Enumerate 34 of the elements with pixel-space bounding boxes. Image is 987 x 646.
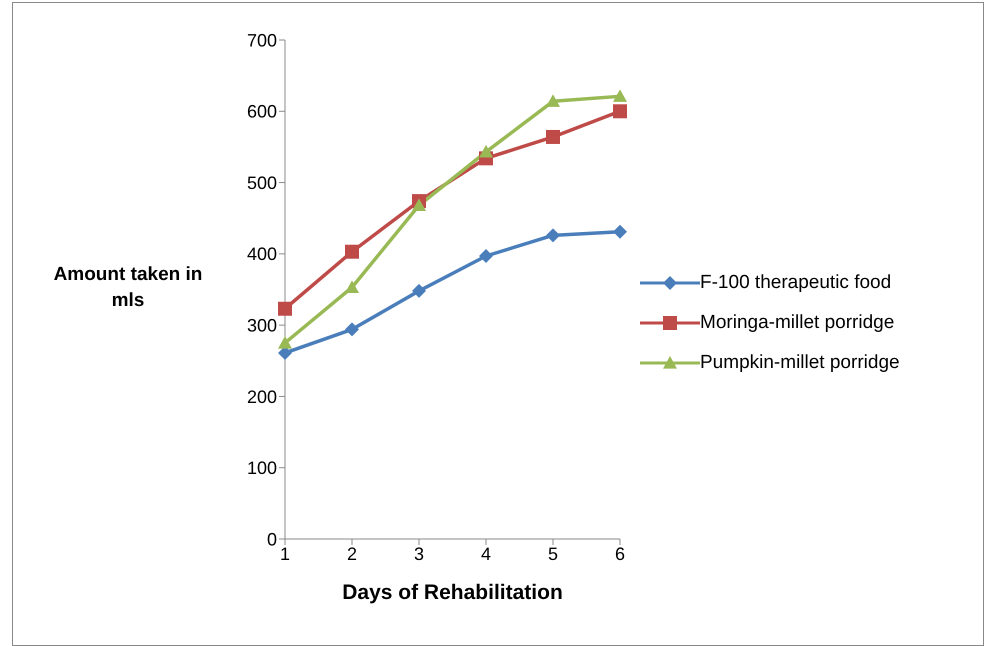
x-tick-label: 2: [346, 544, 358, 564]
x-tick-label: 3: [414, 544, 424, 564]
point: [546, 130, 560, 144]
point: [278, 302, 292, 316]
y-tick-label: 700: [246, 30, 277, 50]
y-tick-label: 600: [246, 102, 277, 122]
x-tick-label: 6: [614, 544, 626, 564]
x-tick-label: 5: [548, 544, 558, 564]
point: [546, 228, 560, 242]
y-tick-label: 200: [246, 386, 277, 407]
point: [412, 198, 426, 211]
point: [613, 104, 627, 118]
point: [479, 248, 493, 263]
legend-label: Pumpkin-millet porridge: [700, 352, 900, 374]
point: [412, 284, 426, 298]
y-tick-label: 500: [246, 172, 277, 193]
x-tick-label: 1: [280, 544, 290, 564]
point: [613, 224, 627, 239]
y-tick-label: 400: [246, 244, 277, 264]
point: [613, 89, 627, 102]
point: [345, 322, 359, 336]
point: [546, 94, 560, 107]
legend-label: F-100 therapeutic food: [700, 272, 892, 294]
point: [345, 244, 359, 259]
y-tick-label: 300: [246, 316, 277, 336]
point: [345, 280, 359, 293]
point: [278, 336, 292, 349]
x-tick-label: 4: [480, 544, 492, 564]
legend-label: Moringa-millet porridge: [700, 312, 894, 334]
x-axis-title: Days of Rehabilitation: [342, 581, 563, 604]
y-axis-title: Amount taken in mls: [53, 263, 203, 313]
point: [479, 144, 493, 158]
y-tick-label: 100: [246, 458, 277, 478]
y-tick-label: 0: [266, 529, 277, 550]
